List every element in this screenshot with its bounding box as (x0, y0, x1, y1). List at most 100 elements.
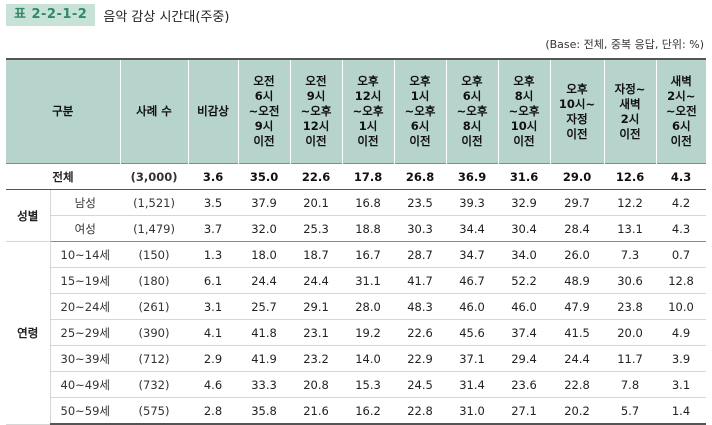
row-value: 18.0 (238, 241, 291, 268)
row-value: 34.4 (446, 215, 499, 242)
row-value: 22.8 (550, 371, 605, 398)
header-slot-line: 10시~ (558, 96, 596, 111)
header-slot-line: 9시 (306, 89, 326, 103)
header-slot-line: ~오후 (404, 104, 436, 118)
header-slot-line: 이전 (566, 126, 588, 141)
row-value: 37.9 (238, 189, 291, 216)
header-slot-line: 오후 (357, 74, 379, 88)
row-value: 37.4 (498, 319, 551, 346)
row-value: 41.8 (238, 319, 291, 346)
header-slot-line: 1시 (410, 89, 430, 103)
total-value: 29.0 (550, 163, 605, 190)
header-slot-line: 이전 (357, 134, 379, 148)
row-value: 20.1 (290, 189, 343, 216)
row-label: 20~24세 (50, 293, 121, 320)
table-row-total: 전체 (3,000) 3.6 35.0 22.6 17.8 26.8 36.9 31.6 29.0… (6, 163, 707, 190)
row-label: 10~14세 (50, 241, 121, 268)
group-label: 성별 (6, 189, 51, 242)
header-slot-line: ~오후 (508, 104, 540, 118)
row-value: 23.8 (604, 293, 657, 320)
row-value: 10.0 (656, 293, 707, 320)
header-slot-8: 자정~ 새벽 2시 이전 (603, 58, 657, 164)
row-value: 27.1 (498, 397, 551, 425)
header-row: 구분 사례 수 비감상 오전 6시 ~오전 9시 이전 오전 9시 ~오후 12시 이전 오후 12시… (6, 58, 707, 164)
row-label: 25~29세 (50, 319, 121, 346)
row-value: 39.3 (446, 189, 499, 216)
row-value: 4.6 (188, 371, 239, 398)
row-value: 30.4 (498, 215, 551, 242)
row-value: 23.6 (498, 371, 551, 398)
header-slot-line: 오후 (461, 74, 483, 88)
header-slot-3: 오후 12시 ~오후 1시 이전 (341, 58, 395, 164)
row-value: 31.0 (446, 397, 499, 425)
row-cases: (1,479) (120, 215, 189, 242)
total-value: 3.6 (188, 163, 239, 190)
row-cases: (180) (120, 267, 189, 294)
row-value: 3.9 (656, 345, 707, 372)
header-slot-line: 이전 (619, 126, 641, 141)
row-value: 37.1 (446, 345, 499, 372)
table-row: 여성 (1,479) 3.7 32.0 25.3 18.8 30.3 34.4 30.4 28.4… (6, 215, 707, 242)
header-slot-line: 이전 (305, 134, 327, 148)
header-slot-4: 오후 1시 ~오후 6시 이전 (393, 58, 447, 164)
header-slot-line: ~오전 (248, 104, 280, 118)
row-value: 11.7 (604, 345, 657, 372)
row-value: 29.7 (550, 189, 605, 216)
row-value: 23.5 (394, 189, 447, 216)
row-value: 19.2 (342, 319, 395, 346)
row-cases: (150) (120, 241, 189, 268)
row-value: 4.3 (656, 215, 707, 242)
header-cases: 사례 수 (119, 58, 189, 164)
table-title: 표 2-2-1-2 음악 감상 시간대(주중) (6, 4, 229, 26)
row-value: 23.1 (290, 319, 343, 346)
header-slot-line: 오후 (513, 74, 535, 88)
row-value: 23.2 (290, 345, 343, 372)
row-value: 13.1 (604, 215, 657, 242)
header-slot-line: 8시 (514, 89, 534, 103)
row-value: 28.4 (550, 215, 605, 242)
row-value: 32.9 (498, 189, 551, 216)
table-row: 연령 10~14세 (150) 1.3 18.0 18.7 16.7 28.7 34.7 34.0… (6, 241, 707, 425)
row-cases: (575) (120, 397, 189, 425)
row-value: 22.6 (394, 319, 447, 346)
row-value: 12.2 (604, 189, 657, 216)
header-slot-line: 이전 (253, 134, 275, 148)
base-note: (Base: 전체, 중복 응답, 단위: %) (545, 38, 704, 51)
row-value: 15.3 (342, 371, 395, 398)
header-slot-line: 오후 (409, 74, 431, 88)
row-value: 12.8 (656, 267, 707, 294)
row-value: 31.4 (446, 371, 499, 398)
row-value: 2.8 (188, 397, 239, 425)
header-slot-line: 이전 (409, 134, 431, 148)
row-value: 28.7 (394, 241, 447, 268)
header-slot-line: 6시 (410, 119, 430, 133)
row-value: 16.7 (342, 241, 395, 268)
header-slot-line: 새벽 (670, 74, 692, 88)
row-value: 20.0 (604, 319, 657, 346)
row-value: 24.4 (290, 267, 343, 294)
row-value: 32.0 (238, 215, 291, 242)
header-slot-line: 이전 (670, 134, 692, 148)
row-value: 46.0 (446, 293, 499, 320)
row-value: 52.2 (498, 267, 551, 294)
header-slot-line: 오전 (305, 74, 327, 88)
header-slot-line: 6시 (462, 89, 482, 103)
row-value: 24.4 (550, 345, 605, 372)
row-value: 3.1 (188, 293, 239, 320)
row-value: 31.1 (342, 267, 395, 294)
header-slot-line: 2시 (620, 111, 640, 126)
row-label: 여성 (50, 215, 121, 242)
total-value: 35.0 (238, 163, 291, 190)
row-value: 20.2 (550, 397, 605, 425)
row-cases: (732) (120, 371, 189, 398)
row-label: 30~39세 (50, 345, 121, 372)
header-slot-line: ~오후 (456, 104, 488, 118)
header-slot-7: 오후 10시~ 자정 이전 (549, 58, 605, 164)
row-value: 24.4 (238, 267, 291, 294)
header-slot-line: 10시 (510, 119, 538, 133)
row-value: 25.7 (238, 293, 291, 320)
row-value: 7.3 (604, 241, 657, 268)
header-slot-line: 6시 (254, 89, 274, 103)
row-value: 18.8 (342, 215, 395, 242)
total-value: 17.8 (342, 163, 395, 190)
